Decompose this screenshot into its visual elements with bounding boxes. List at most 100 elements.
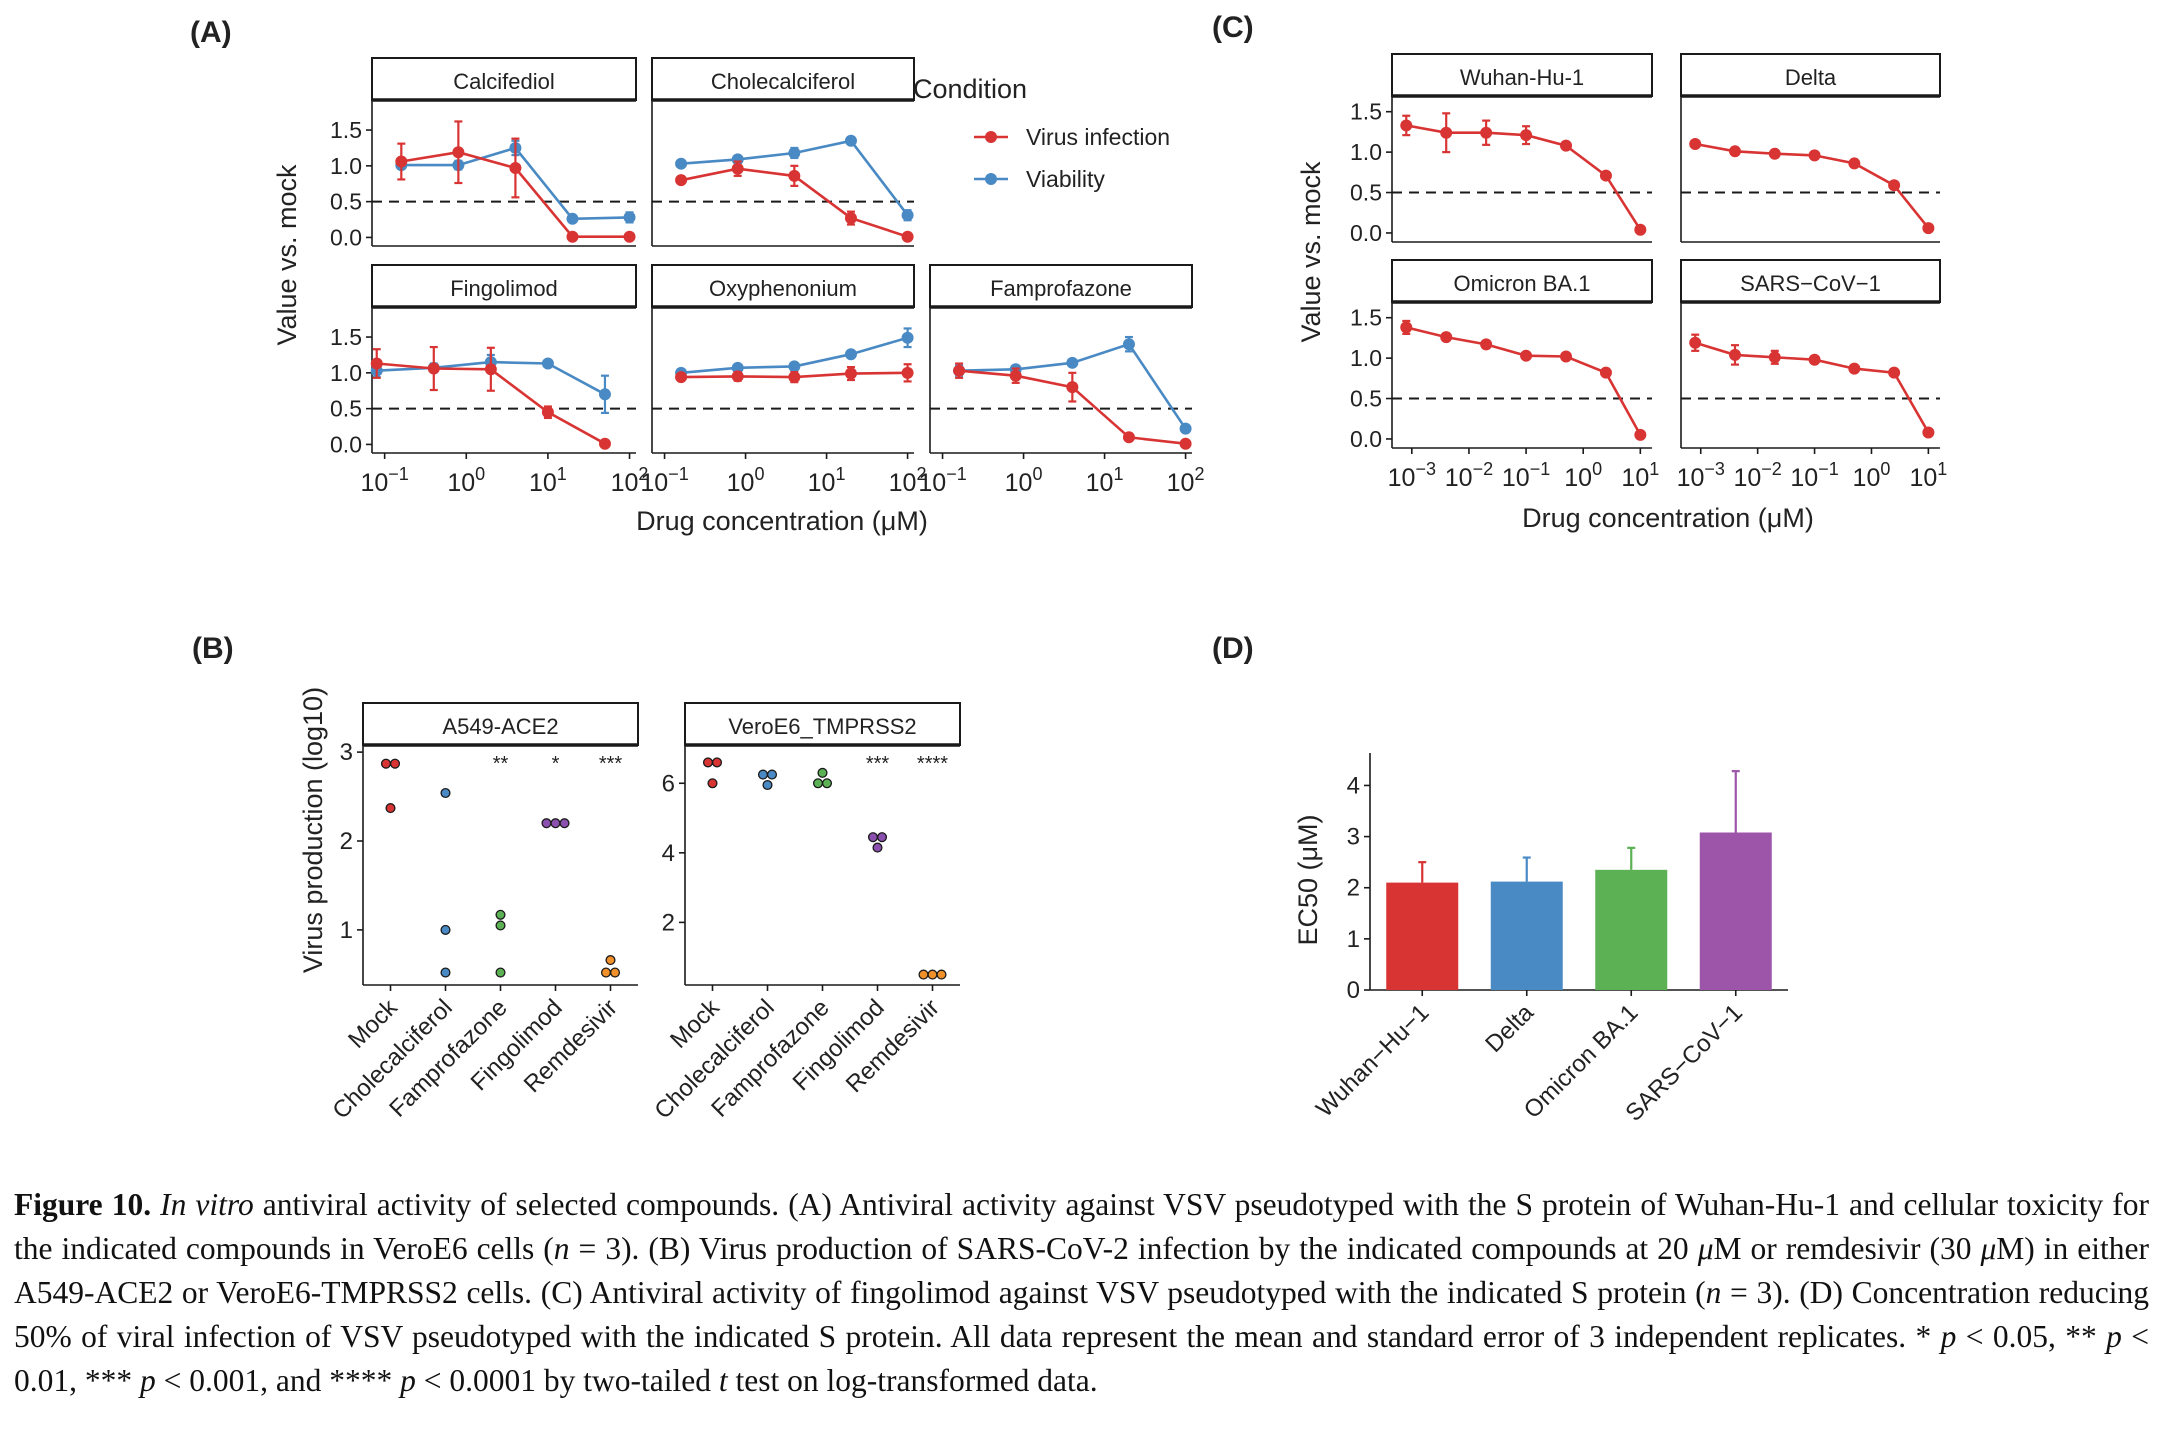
virus-point	[901, 230, 914, 243]
legend-title: Condition	[913, 74, 1027, 104]
facet-strip	[651, 264, 915, 308]
y-axis-title-b: Virus production (log10)	[298, 687, 328, 973]
virus-point	[1009, 369, 1022, 382]
virus-point	[1922, 222, 1935, 235]
data-point	[762, 779, 773, 791]
bar	[1386, 882, 1459, 990]
caption-text: In vitro antiviral activity of selected …	[14, 1187, 2150, 1398]
legend-key-point	[985, 131, 997, 143]
y-tick-label: 4	[662, 840, 675, 867]
data-point	[918, 969, 929, 980]
virus-point	[1599, 169, 1612, 182]
x-tick-label: 102	[611, 464, 649, 497]
virus-point	[509, 161, 522, 174]
virus-point	[1520, 129, 1533, 142]
x-axis-title-a: Drug concentration (μM)	[636, 506, 928, 536]
x-tick-label: 10−3	[1388, 459, 1436, 492]
virus-point	[1400, 321, 1413, 334]
x-tick-label: Wuhan−Hu−1	[1311, 999, 1435, 1123]
bar	[1699, 832, 1772, 990]
facet-strip	[1680, 53, 1941, 97]
viability-point	[901, 209, 914, 222]
y-tick-label: 0.0	[1350, 220, 1382, 246]
y-tick-label: 2	[662, 909, 675, 936]
data-point	[876, 832, 888, 843]
virus-point	[566, 230, 579, 243]
x-tick-label: 10−1	[1502, 459, 1550, 492]
data-point	[609, 967, 621, 978]
y-tick-label: 0.5	[1350, 386, 1382, 412]
legend-label: Viability	[1026, 166, 1105, 192]
virus-point	[484, 363, 497, 376]
virus-point	[731, 370, 744, 383]
y-axis-title-d: EC50 (μM)	[1293, 814, 1323, 945]
facet-strip	[362, 702, 639, 746]
y-tick-label: 1.5	[1350, 305, 1382, 331]
facet-a549-ace2: A549-ACE2123MockCholecalciferolFamprofaz…	[327, 702, 639, 1125]
caption-label: Figure 10.	[14, 1187, 152, 1222]
virus-point	[675, 174, 688, 187]
data-point	[702, 757, 714, 768]
virus-point	[788, 371, 801, 384]
data-point	[495, 967, 506, 978]
virus-point	[675, 371, 688, 384]
data-point	[380, 758, 392, 769]
panel-label-b: (B)	[192, 632, 234, 665]
panel-label-c: (C)	[1212, 11, 1254, 44]
data-point	[440, 967, 451, 978]
virus-point	[395, 155, 408, 168]
data-point	[605, 955, 616, 966]
virus-point	[1599, 366, 1612, 379]
facet-fingolimod: Fingolimod 0.0 0.5 1.0 1.5 10−1 100 101 102	[330, 264, 649, 497]
panel-label-a: (A)	[190, 16, 232, 49]
virus-point	[1848, 157, 1861, 170]
virus-point	[1634, 428, 1647, 441]
facet-strip	[371, 57, 637, 101]
virus-point	[1440, 331, 1453, 344]
viability-point	[1179, 422, 1192, 435]
data-point	[867, 832, 879, 843]
facet-strip	[1680, 259, 1941, 303]
virus-point	[452, 146, 465, 159]
viability-point	[541, 357, 554, 370]
virus-point	[788, 169, 801, 182]
x-tick-label: 10−1	[360, 464, 408, 497]
viability-point	[1066, 356, 1079, 369]
y-tick-label: 1.5	[330, 117, 362, 143]
y-axis-title-a: Value vs. mock	[272, 164, 302, 346]
viability-point	[788, 146, 801, 159]
significance-label: *	[552, 753, 560, 775]
data-point	[766, 769, 778, 780]
facet-omicron ba.1: Omicron BA.1 0.0 0.5 1.0 1.5 10−3 10−2 10−1 100 1…	[1350, 259, 1659, 492]
data-point	[936, 969, 947, 980]
data-point	[559, 818, 570, 829]
x-tick-label: 101	[1621, 459, 1659, 492]
y-tick-label: 3	[1347, 824, 1360, 851]
virus-point	[1122, 431, 1135, 444]
data-point	[817, 767, 828, 778]
facet-delta: Delta	[1680, 53, 1941, 243]
virus-point	[1480, 126, 1493, 139]
virus-point	[370, 357, 383, 370]
data-point	[927, 969, 938, 980]
facet-strip	[371, 264, 637, 308]
y-tick-label: 0.0	[330, 431, 362, 457]
virus-point	[1888, 179, 1901, 192]
bar	[1490, 881, 1563, 990]
panel-c: (C) Wuhan-Hu-1 0.0 0.5 1.0 1.5 Delta Omicron BA…	[1212, 11, 1947, 533]
virus-point	[1808, 149, 1821, 162]
data-point	[440, 787, 451, 799]
facet-strip	[929, 264, 1193, 308]
y-axis-title-c: Value vs. mock	[1296, 161, 1326, 343]
y-tick-label: 0.5	[1350, 180, 1382, 206]
y-tick-label: 1.0	[330, 153, 362, 179]
y-tick-label: 1	[1347, 926, 1360, 953]
data-point	[707, 778, 718, 789]
significance-label: ****	[917, 753, 948, 775]
x-tick-label: 100	[1564, 459, 1602, 492]
data-point	[550, 818, 561, 829]
facet-strip	[684, 702, 961, 746]
data-point	[757, 769, 769, 780]
significance-label: **	[493, 753, 509, 775]
bar	[1595, 869, 1668, 990]
